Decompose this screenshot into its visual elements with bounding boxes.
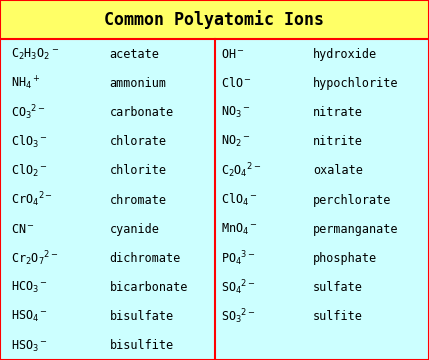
Text: NH$_4$$^+$: NH$_4$$^+$ (11, 75, 40, 92)
Text: phosphate: phosphate (313, 252, 377, 265)
Text: HCO$_3$$^-$: HCO$_3$$^-$ (11, 280, 48, 295)
Text: HSO$_4$$^-$: HSO$_4$$^-$ (11, 309, 48, 324)
Text: PO$_4$$^{3-}$: PO$_4$$^{3-}$ (221, 249, 256, 268)
Text: ClO$_3$$^-$: ClO$_3$$^-$ (11, 134, 48, 150)
Text: NO$_3$$^-$: NO$_3$$^-$ (221, 105, 251, 120)
Text: hydroxide: hydroxide (313, 48, 377, 60)
Text: cyanide: cyanide (109, 223, 159, 236)
Bar (0, 0, 429, 39)
Text: ammonium: ammonium (109, 77, 166, 90)
Text: nitrite: nitrite (313, 135, 363, 148)
Text: oxalate: oxalate (313, 164, 363, 177)
Text: ClO$_4$$^-$: ClO$_4$$^-$ (221, 192, 258, 208)
Text: Common Polyatomic Ions: Common Polyatomic Ions (105, 10, 324, 29)
Text: OH$^-$: OH$^-$ (221, 48, 245, 60)
Text: acetate: acetate (109, 48, 159, 60)
Text: dichromate: dichromate (109, 252, 181, 265)
Text: HSO$_3$$^-$: HSO$_3$$^-$ (11, 338, 48, 354)
Text: bisulfite: bisulfite (109, 339, 173, 352)
Text: CrO$_4$$^{2-}$: CrO$_4$$^{2-}$ (11, 191, 53, 210)
Text: CO$_3$$^{2-}$: CO$_3$$^{2-}$ (11, 103, 45, 122)
Text: C$_2$O$_4$$^{2-}$: C$_2$O$_4$$^{2-}$ (221, 162, 262, 180)
Text: perchlorate: perchlorate (313, 194, 392, 207)
Text: C$_2$H$_3$O$_2$$^-$: C$_2$H$_3$O$_2$$^-$ (11, 46, 59, 62)
Text: hypochlorite: hypochlorite (313, 77, 399, 90)
Text: CN$^-$: CN$^-$ (11, 223, 35, 236)
Text: carbonate: carbonate (109, 106, 173, 119)
Text: permanganate: permanganate (313, 223, 399, 236)
Text: sulfate: sulfate (313, 281, 363, 294)
Text: chlorite: chlorite (109, 164, 166, 177)
Text: sulfite: sulfite (313, 310, 363, 323)
Text: bisulfate: bisulfate (109, 310, 173, 323)
Text: NO$_2$$^-$: NO$_2$$^-$ (221, 134, 251, 149)
Text: SO$_4$$^{2-}$: SO$_4$$^{2-}$ (221, 278, 256, 297)
Text: bicarbonate: bicarbonate (109, 281, 188, 294)
Text: SO$_3$$^{2-}$: SO$_3$$^{2-}$ (221, 307, 256, 326)
Text: Cr$_2$O$_7$$^{2-}$: Cr$_2$O$_7$$^{2-}$ (11, 249, 58, 268)
Text: ClO$^-$: ClO$^-$ (221, 76, 252, 90)
Text: MnO$_4$$^-$: MnO$_4$$^-$ (221, 222, 258, 237)
Text: chromate: chromate (109, 194, 166, 207)
Text: nitrate: nitrate (313, 106, 363, 119)
Text: chlorate: chlorate (109, 135, 166, 148)
Text: ClO$_2$$^-$: ClO$_2$$^-$ (11, 163, 48, 179)
